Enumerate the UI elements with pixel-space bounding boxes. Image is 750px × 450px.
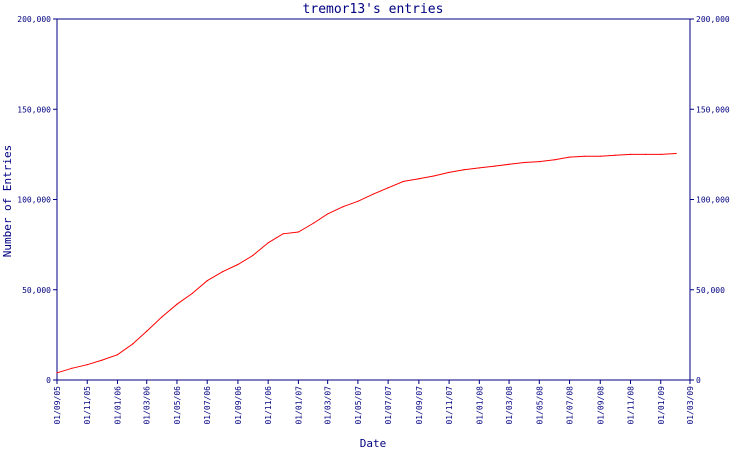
x-tick-label: 01/03/08	[505, 386, 514, 425]
x-tick-label: 01/11/06	[264, 386, 273, 425]
data-point	[191, 292, 193, 294]
series-line	[56, 153, 677, 374]
data-point	[252, 254, 254, 257]
data-point	[599, 155, 601, 157]
x-tick-label: 01/05/08	[535, 386, 544, 425]
data-point	[221, 271, 224, 273]
x-tick-label: 01/03/09	[686, 386, 695, 425]
series-layer	[56, 152, 677, 374]
y-tick-label-left: 100,000	[17, 196, 51, 205]
x-tick-label: 01/09/05	[53, 386, 62, 425]
x-tick-label: 01/09/08	[596, 386, 605, 425]
data-point	[297, 231, 300, 233]
data-point	[56, 372, 58, 374]
data-point	[116, 354, 119, 356]
x-tick-label: 01/07/07	[384, 386, 393, 425]
x-tick-label: 01/07/06	[203, 386, 212, 425]
data-point	[342, 206, 344, 208]
data-point	[660, 153, 662, 155]
x-tick-label: 01/11/07	[445, 386, 454, 425]
data-point	[357, 200, 359, 202]
data-point	[176, 303, 178, 305]
y-tick-label-right: 200,000	[696, 15, 730, 24]
data-point	[206, 280, 208, 282]
data-point	[523, 161, 526, 164]
x-tick-label: 01/11/05	[83, 386, 92, 425]
x-axis-label: Date	[360, 437, 387, 450]
data-point	[327, 213, 329, 215]
data-point	[313, 222, 315, 224]
data-point	[146, 330, 148, 332]
data-point	[494, 165, 496, 167]
x-tick-label: 01/01/09	[657, 386, 666, 425]
y-tick-label-left: 0	[46, 376, 51, 385]
data-point	[402, 180, 405, 183]
data-point	[372, 193, 374, 195]
y-axis-label: Number of Entries	[1, 145, 14, 258]
chart-title: tremor13's entries	[303, 2, 444, 17]
y-tick-label-right: 150,000	[696, 105, 730, 114]
y-tick-label-left: 150,000	[17, 105, 51, 114]
data-point	[584, 155, 586, 157]
data-point	[433, 175, 435, 177]
x-tick-label: 01/01/07	[294, 386, 303, 425]
data-point	[267, 242, 269, 244]
data-point	[508, 163, 510, 165]
x-tick-label: 01/07/08	[566, 386, 575, 425]
data-point	[161, 316, 163, 318]
x-tick-label: 01/03/06	[143, 386, 152, 425]
data-point	[418, 178, 420, 180]
x-axis-ticks: 01/09/05 01/11/05 01/01/06 01/03/06 01/05/06…	[53, 380, 695, 425]
data-point	[448, 171, 450, 174]
x-tick-label: 01/01/08	[475, 386, 484, 425]
data-point	[568, 156, 571, 158]
y-tick-label-right: 0	[696, 376, 701, 385]
data-point	[614, 154, 616, 156]
data-point	[629, 153, 632, 155]
y-tick-label-right: 50,000	[696, 286, 725, 295]
data-point	[554, 159, 556, 161]
data-point	[86, 364, 88, 366]
x-tick-label: 01/05/06	[173, 386, 182, 425]
y-tick-label-left: 50,000	[22, 286, 51, 295]
data-point	[644, 153, 646, 155]
data-point	[132, 343, 134, 345]
data-point	[387, 187, 389, 189]
x-tick-label: 01/09/06	[234, 386, 243, 425]
x-tick-label: 01/01/06	[113, 386, 122, 425]
data-point	[237, 263, 239, 266]
data-point	[71, 367, 73, 369]
data-point	[675, 152, 677, 155]
y-axis-ticks: 0 0 50,000 50,000 100,000 100,000 150,000 150,0…	[17, 15, 730, 385]
data-point	[463, 169, 465, 171]
y-tick-label-right: 100,000	[696, 196, 730, 205]
y-tick-label-left: 200,000	[17, 15, 51, 24]
x-tick-label: 01/03/07	[324, 386, 333, 425]
data-point	[101, 359, 103, 361]
data-point	[282, 233, 284, 235]
data-point	[538, 160, 540, 163]
x-tick-label: 01/05/07	[354, 386, 363, 425]
x-tick-label: 01/09/07	[415, 386, 424, 425]
x-tick-label: 01/11/08	[627, 386, 636, 425]
data-point	[478, 167, 480, 169]
